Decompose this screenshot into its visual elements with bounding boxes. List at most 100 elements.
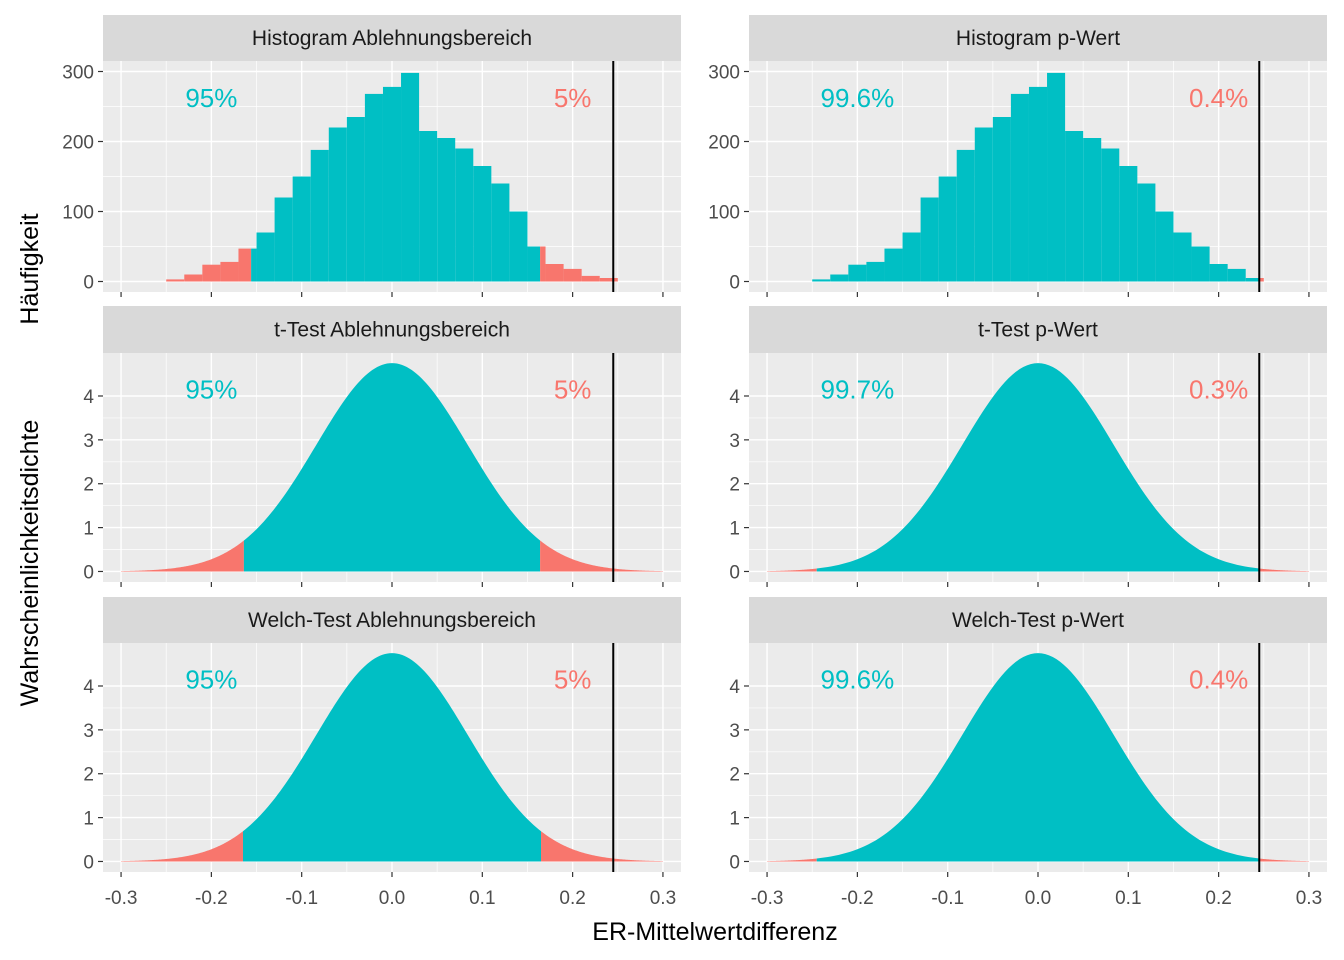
density-left-tail [121, 831, 243, 862]
histogram-bar [848, 264, 867, 282]
y-tick-label: 300 [62, 63, 94, 84]
histogram-bar [902, 232, 921, 282]
histogram-bar [346, 117, 365, 282]
y-tick-label: 100 [62, 203, 94, 224]
y-tick-label: 2 [729, 475, 740, 496]
histogram-bar [491, 183, 510, 282]
x-tick-label: -0.2 [841, 888, 874, 909]
density-left-tail [767, 568, 817, 572]
histogram-bar [1137, 183, 1156, 282]
histogram-bar [401, 72, 420, 282]
y-tick-label: 0 [729, 852, 740, 873]
histogram-bar-outside-part [238, 248, 252, 282]
density-right-tail [541, 831, 663, 862]
histogram-bar [1227, 268, 1246, 282]
x-tick-label: 0.3 [1296, 888, 1322, 909]
x-tick-label: 0.2 [1205, 888, 1231, 909]
panel-title: Welch-Test p-Wert [952, 609, 1124, 632]
panel-6: Welch-Test p-Wert 99.6% 0.4% 0 1 2 3 4 -0.3 -0.2 -… [729, 597, 1327, 909]
inside-percentage-label: 95% [185, 375, 237, 405]
y-axis-title-top: Häufigkeit [16, 213, 44, 324]
histogram-bar-inside-part [251, 248, 257, 282]
histogram-bar-outside-part [1259, 278, 1264, 282]
panel-title: t-Test p-Wert [978, 319, 1098, 342]
histogram-bar-outside-part [540, 246, 546, 282]
histogram-bar [328, 127, 347, 282]
histogram-bar [812, 279, 831, 282]
y-tick-label: 3 [729, 721, 740, 742]
histogram-bar [1047, 72, 1066, 282]
histogram-bar [166, 279, 185, 282]
inside-percentage-label: 95% [185, 665, 237, 695]
histogram-bar [310, 149, 329, 282]
density-acceptance-region [242, 653, 542, 862]
inside-percentage-label: 99.6% [821, 665, 895, 695]
panel-strip [749, 15, 1327, 61]
panel-strip [749, 597, 1327, 643]
y-tick-label: 1 [83, 809, 94, 830]
density-right-tail [1259, 568, 1309, 572]
y-tick-label: 300 [708, 63, 740, 84]
histogram-bar [1209, 264, 1228, 282]
panel-title: Histogram p-Wert [956, 27, 1120, 50]
histogram-bar [884, 248, 903, 282]
x-tick-label: -0.3 [751, 888, 784, 909]
y-tick-label: 0 [83, 562, 94, 583]
y-tick-label: 4 [83, 387, 94, 408]
histogram-bar [292, 176, 311, 282]
y-tick-label: 3 [729, 431, 740, 452]
panel-strip [103, 306, 681, 353]
x-tick-label: -0.2 [195, 888, 228, 909]
x-tick-label: 0.1 [469, 888, 495, 909]
x-tick-label: 0.0 [1025, 888, 1051, 909]
y-tick-label: 1 [729, 519, 740, 540]
histogram-bar [1101, 148, 1120, 282]
histogram-bar [256, 232, 275, 282]
x-tick-label: 0.1 [1115, 888, 1141, 909]
y-tick-label: 0 [729, 562, 740, 583]
outside-percentage-label: 5% [554, 375, 592, 405]
density-left-tail [121, 540, 244, 572]
x-tick-label: -0.3 [105, 888, 138, 909]
histogram-bar [455, 148, 474, 282]
outside-percentage-label: 5% [554, 665, 592, 695]
histogram-bar [202, 264, 221, 282]
y-tick-label: 1 [83, 519, 94, 540]
histogram-bar [184, 274, 203, 282]
panel-strip [749, 306, 1327, 353]
histogram-bar [866, 261, 885, 282]
histogram-bar [437, 138, 456, 282]
y-tick-label: 100 [708, 203, 740, 224]
histogram-bar [509, 211, 528, 282]
y-tick-label: 4 [729, 387, 740, 408]
panel-1: Histogram Ablehnungsbereich 95% 5% 0 100 200 3… [62, 15, 681, 297]
histogram-bar [563, 268, 582, 282]
x-tick-label: -0.1 [931, 888, 964, 909]
density-acceptance-region [243, 363, 541, 572]
density-right-tail [1259, 858, 1309, 862]
y-tick-label: 4 [729, 677, 740, 698]
histogram-bar [581, 275, 600, 282]
histogram-bar-inside-part [527, 246, 541, 282]
x-tick-label: 0.3 [650, 888, 676, 909]
y-tick-label: 200 [62, 133, 94, 154]
y-tick-label: 2 [83, 475, 94, 496]
histogram-bar [1155, 211, 1174, 282]
inside-percentage-label: 99.7% [821, 375, 895, 405]
x-tick-label: 0.0 [379, 888, 405, 909]
panel-4: t-Test p-Wert 99.7% 0.3% 0 1 2 3 4 [729, 306, 1327, 587]
panel-strip [103, 15, 681, 61]
histogram-bar [1083, 138, 1102, 282]
histogram-bar [956, 149, 975, 282]
y-tick-label: 4 [83, 677, 94, 698]
histogram-bar [920, 197, 939, 282]
density-left-tail [767, 858, 817, 862]
panel-2: Histogram p-Wert 99.6% 0.4% 0 100 200 300 [708, 15, 1327, 297]
y-tick-label: 200 [708, 133, 740, 154]
histogram-bar [473, 166, 492, 282]
histogram-bar [1173, 232, 1192, 282]
histogram-bar-inside-part [1245, 278, 1260, 282]
histogram-bar [545, 264, 564, 282]
panel-5: Welch-Test Ablehnungsbereich 95% 5% 0 1 2 3 4 -0… [83, 597, 681, 909]
